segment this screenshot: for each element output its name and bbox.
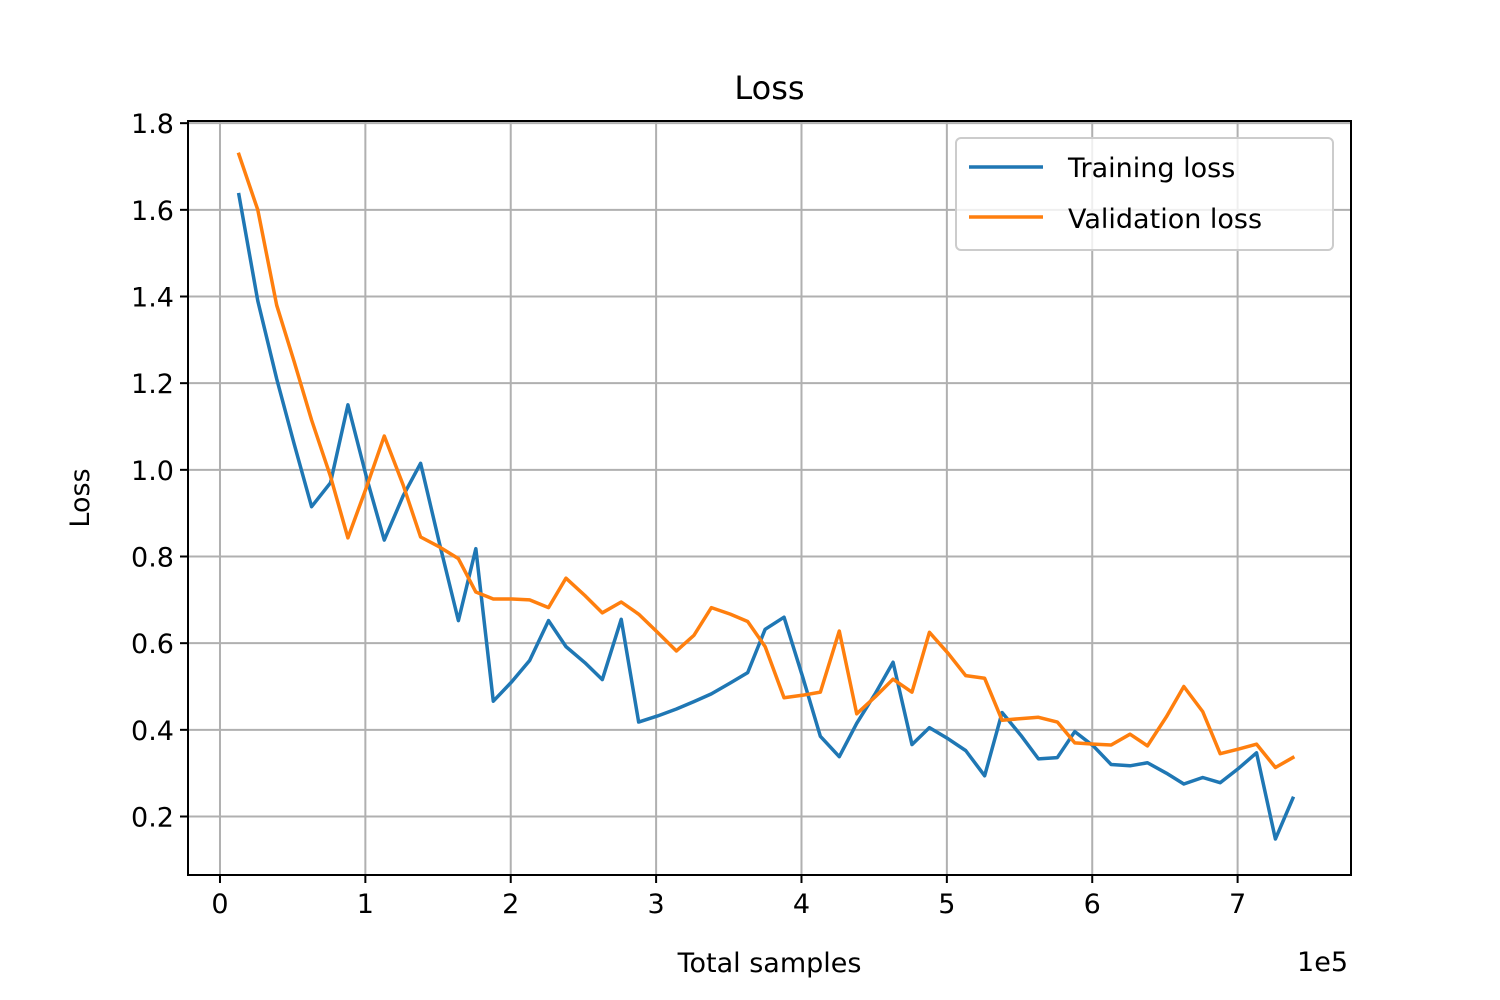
legend-label-training-loss: Training loss — [1067, 153, 1235, 184]
x-tick-label: 1 — [357, 889, 374, 920]
x-tick-label: 3 — [648, 889, 665, 920]
legend-box — [955, 137, 1334, 251]
series-line-training-loss — [236, 192, 1296, 841]
y-axis: 0.2 0.4 0.6 0.8 1.0 1.2 1.4 1.6 1.8 — [131, 109, 188, 834]
legend: Training loss Validation loss — [955, 137, 1334, 251]
y-tick-label: 0.8 — [131, 543, 174, 574]
y-tick-label: 0.6 — [131, 629, 174, 660]
chart-title: Loss — [734, 69, 804, 107]
x-tick-label: 5 — [938, 889, 955, 920]
x-axis: 0 1 2 3 4 5 6 7 — [211, 875, 1246, 920]
series-line-validation-loss — [236, 152, 1296, 770]
y-tick-label: 1.4 — [131, 283, 174, 314]
y-axis-label: Loss — [65, 468, 96, 527]
y-tick-label: 0.2 — [131, 803, 174, 834]
x-tick-label: 6 — [1084, 889, 1101, 920]
x-tick-label: 7 — [1229, 889, 1246, 920]
x-tick-label: 4 — [793, 889, 810, 920]
x-axis-offset-label: 1e5 — [1297, 947, 1348, 978]
x-tick-label: 0 — [211, 889, 228, 920]
y-tick-label: 1.8 — [131, 109, 174, 140]
x-tick-label: 2 — [502, 889, 519, 920]
y-tick-label: 0.4 — [131, 716, 174, 747]
y-tick-label: 1.2 — [131, 369, 174, 400]
plot-frame — [187, 120, 1352, 876]
y-tick-label: 1.6 — [131, 196, 174, 227]
y-tick-label: 1.0 — [131, 456, 174, 487]
x-axis-label: Total samples — [677, 948, 862, 979]
series-layer — [236, 152, 1296, 841]
legend-label-validation-loss: Validation loss — [1068, 204, 1262, 235]
